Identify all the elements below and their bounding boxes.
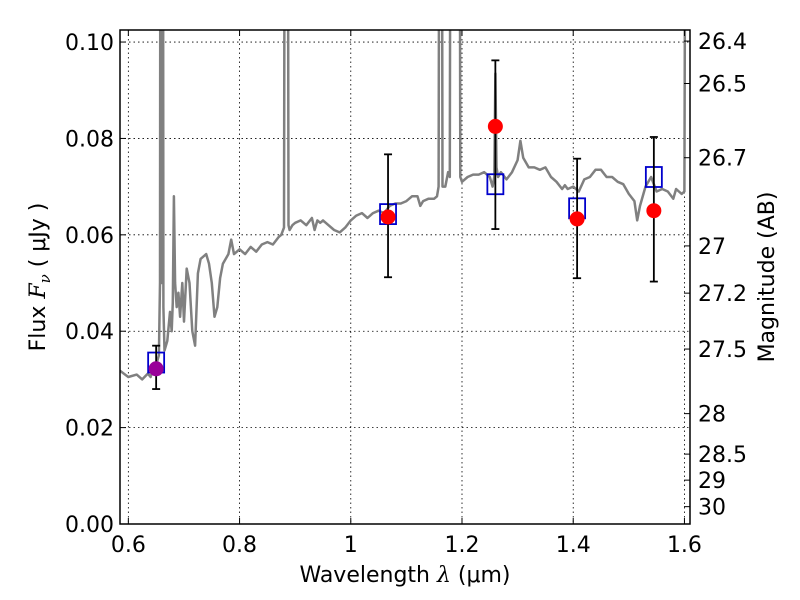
spectrum-line [120, 30, 687, 381]
y2-tick-label: 28.5 [698, 443, 747, 468]
x-tick-label: 1.2 [445, 533, 480, 558]
x-tick-label: 0.6 [111, 533, 146, 558]
plot-frame [119, 29, 691, 525]
y2-tick-label: 26.4 [698, 30, 747, 55]
y2-axis-label: Magnitude (AB) [755, 192, 780, 363]
flux-point [380, 209, 396, 225]
x-tick-label: 1.4 [556, 533, 591, 558]
spectrum-series [120, 30, 687, 381]
y2-tick-label: 26.5 [698, 72, 747, 97]
flux-point [646, 203, 662, 219]
grid-lines [120, 30, 690, 524]
y-tick-label: 0.00 [65, 513, 114, 538]
y-axis-label: Flux Fν ( μJy ) [26, 203, 54, 352]
x-tick-label: 1.6 [667, 533, 702, 558]
y-tick-label: 0.08 [65, 127, 114, 152]
flux-point [148, 361, 164, 377]
y2-tick-label: 27 [698, 235, 726, 260]
y2-tick-label: 29 [698, 469, 726, 494]
x-tick-label: 1 [344, 533, 358, 558]
x-axis-label: Wavelength λ (μm) [299, 563, 510, 588]
flux-point [487, 118, 503, 134]
y-tick-label: 0.06 [65, 224, 114, 249]
photometry-markers [147, 59, 663, 390]
flux-point [569, 211, 585, 227]
x-tick-label: 0.8 [222, 533, 257, 558]
y2-tick-label: 28 [698, 403, 726, 428]
y-tick-label: 0.02 [65, 417, 114, 442]
y2-tick-label: 27.2 [698, 282, 747, 307]
y-tick-label: 0.10 [65, 31, 114, 56]
y2-tick-label: 26.7 [698, 147, 747, 172]
y-tick-label: 0.04 [65, 320, 114, 345]
axis-ticks: 0.6 0.8 1 1.2 1.4 1.6 0.00 0.02 0.04 0.06 0.08 0.10… [65, 30, 747, 558]
y2-tick-label: 30 [698, 496, 726, 521]
y2-tick-label: 27.5 [698, 338, 747, 363]
